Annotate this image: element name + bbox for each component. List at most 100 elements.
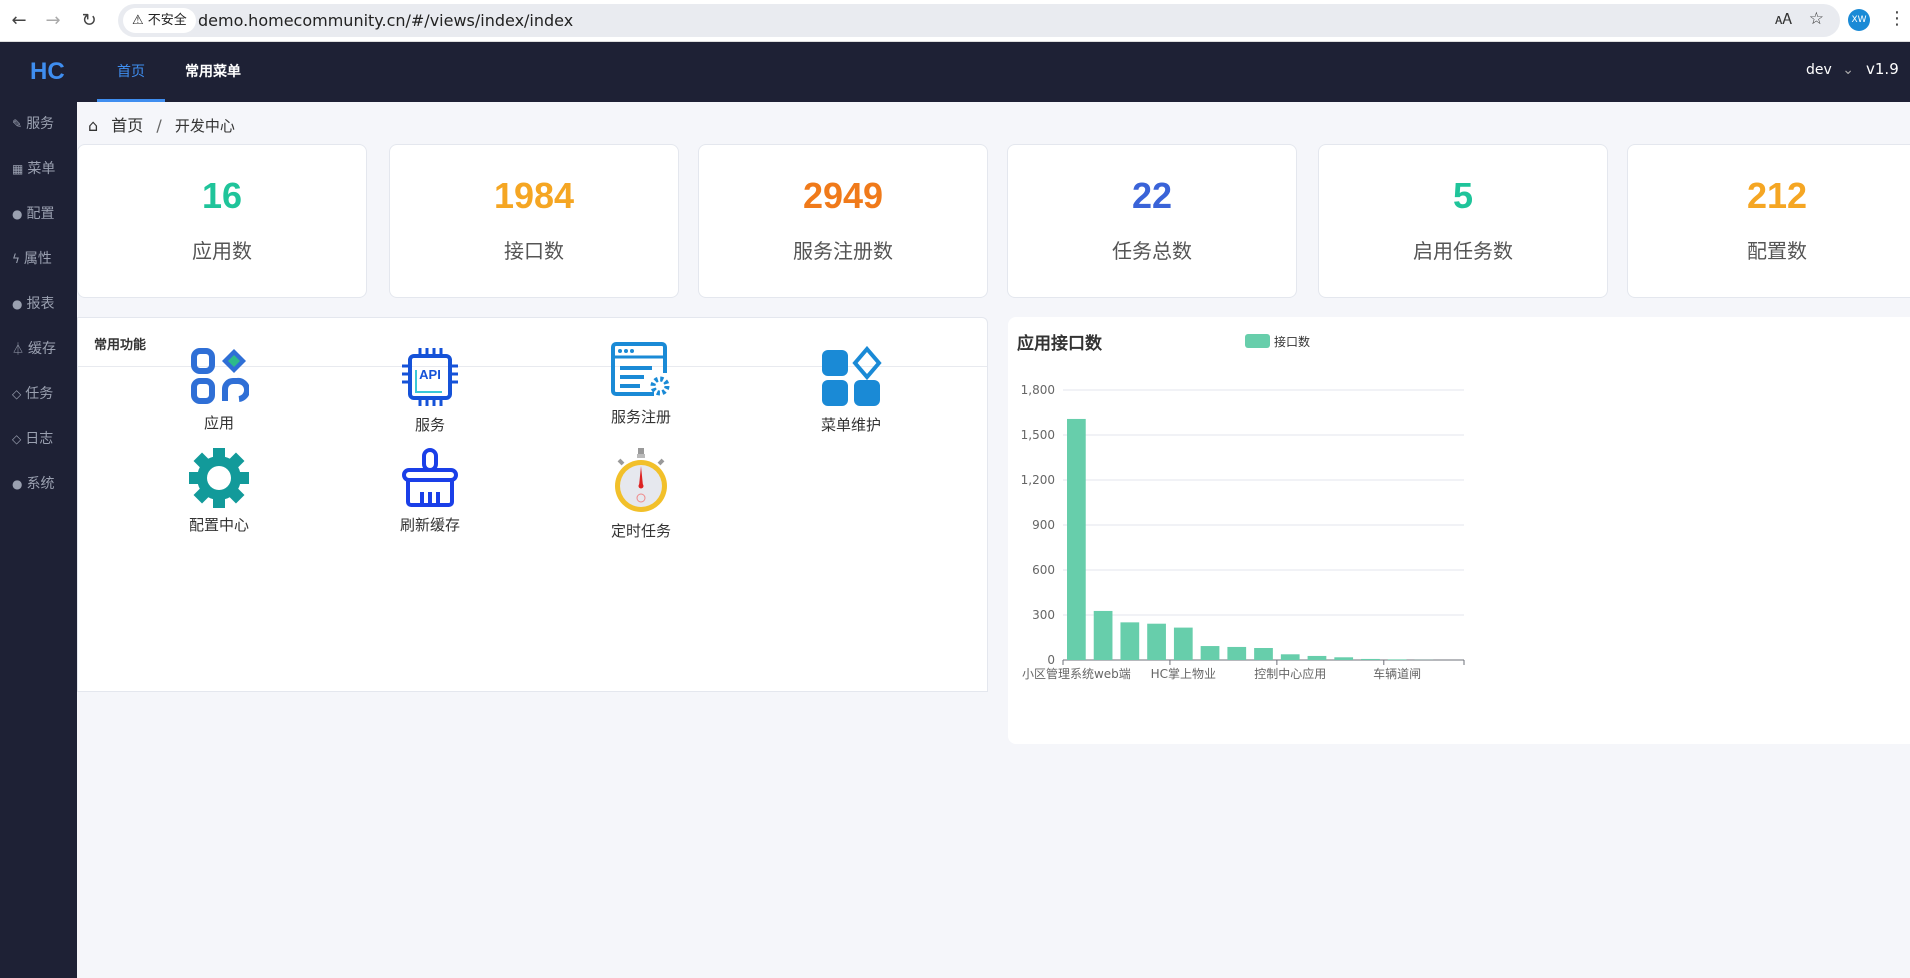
- bar: [1280, 654, 1300, 660]
- service-register-icon: [561, 342, 721, 400]
- apps-icon: [139, 346, 299, 406]
- globe-icon: ●: [12, 297, 23, 311]
- chart-title: 应用接口数: [1017, 333, 1103, 354]
- stat-card[interactable]: 2949 服务注册数: [698, 144, 988, 298]
- sidebar: ✎ 服务 ▦ 菜单 ● 配置 ϟ 属性 ● 报表 ⏃ 缓存 ◇ 任务 ◇ 日志 ● 系统: [0, 102, 77, 978]
- url-text[interactable]: demo.homecommunity.cn/#/views/index/inde…: [198, 11, 574, 30]
- stat-value: 1984: [493, 175, 575, 216]
- stat-card[interactable]: 5 启用任务数: [1318, 144, 1608, 298]
- function-item[interactable]: 服务注册: [561, 342, 721, 427]
- api-chip-icon: API: [350, 346, 510, 408]
- security-chip[interactable]: ⚠ 不安全: [123, 8, 196, 33]
- y-tick-label: 1,800: [1021, 383, 1055, 397]
- stat-value: 22: [1131, 175, 1173, 216]
- bar: [1067, 418, 1086, 660]
- stat-label: 接口数: [504, 239, 564, 263]
- env-dropdown[interactable]: dev ⌄: [1806, 62, 1854, 78]
- stat-value: 5: [1452, 175, 1474, 216]
- stat-label: 启用任务数: [1413, 239, 1513, 263]
- warning-icon: ⚠: [132, 13, 148, 28]
- top-nav: HC 首页 常用菜单 dev ⌄ v1.9: [0, 42, 1910, 102]
- home-icon: ⌂: [88, 116, 99, 135]
- function-label: 配置中心: [188, 516, 249, 534]
- x-tick-label: 车辆道闸: [1373, 666, 1421, 681]
- function-item[interactable]: 菜单维护: [771, 346, 931, 435]
- y-tick-label: 1,500: [1021, 428, 1055, 442]
- stat-value: 212: [1746, 175, 1808, 216]
- divider: [78, 366, 987, 367]
- sidebar-item-5[interactable]: ⏃ 缓存: [12, 341, 57, 357]
- more-icon[interactable]: ⋮: [1888, 8, 1906, 29]
- function-label: 刷新缓存: [399, 516, 460, 534]
- x-tick-label: 控制中心应用: [1254, 666, 1326, 681]
- sidebar-item-8[interactable]: ● 系统: [12, 476, 55, 492]
- browser-toolbar: ← → ↻ ⚠ 不安全 demo.homecommunity.cn/#/view…: [0, 0, 1910, 42]
- function-item[interactable]: API 服务: [350, 346, 510, 435]
- sidebar-item-0[interactable]: ✎ 服务: [12, 116, 55, 132]
- bar: [1307, 655, 1327, 660]
- bar: [1120, 622, 1140, 660]
- translate-icon[interactable]: 🗚: [1775, 10, 1792, 28]
- globe-icon: ●: [12, 207, 23, 221]
- back-icon[interactable]: ←: [11, 10, 27, 31]
- sidebar-item-1[interactable]: ▦ 菜单: [12, 161, 56, 177]
- address-bar[interactable]: ⚠ 不安全 demo.homecommunity.cn/#/views/inde…: [118, 4, 1840, 37]
- function-item[interactable]: 刷新缓存: [350, 448, 510, 535]
- stat-card[interactable]: 1984 接口数: [389, 144, 679, 298]
- sidebar-item-6[interactable]: ◇ 任务: [12, 386, 54, 402]
- forward-icon[interactable]: →: [45, 10, 61, 31]
- stat-card[interactable]: 22 任务总数: [1007, 144, 1297, 298]
- breadcrumb-current: 开发中心: [174, 117, 235, 135]
- bar: [1227, 646, 1247, 660]
- brush-icon: [350, 448, 510, 508]
- avatar[interactable]: XW: [1848, 9, 1870, 31]
- stat-label: 服务注册数: [793, 239, 893, 263]
- star-icon[interactable]: ☆: [1808, 9, 1824, 29]
- sidebar-item-7[interactable]: ◇ 日志: [12, 431, 54, 447]
- stat-card[interactable]: 212 配置数: [1627, 144, 1910, 298]
- breadcrumb-home[interactable]: 首页: [111, 116, 144, 135]
- function-label: 服务注册: [610, 408, 671, 426]
- stat-label: 任务总数: [1112, 239, 1192, 263]
- version-label: v1.9: [1866, 60, 1899, 78]
- stat-label: 配置数: [1747, 239, 1807, 263]
- function-item[interactable]: 配置中心: [139, 448, 299, 535]
- function-label: 应用: [203, 414, 234, 432]
- function-label: 服务: [414, 416, 445, 434]
- function-item[interactable]: 定时任务: [561, 448, 721, 541]
- legend-label: 接口数: [1274, 334, 1310, 349]
- stat-value: 2949: [802, 175, 884, 216]
- common-functions-panel: 常用功能 应用 API 服务 服务注册 菜单维护配置中心 刷新缓存 定时任务: [77, 317, 988, 692]
- bolt-icon: ϟ: [12, 252, 20, 266]
- gear-icon: [139, 448, 299, 508]
- chevron-down-icon: ⌄: [1842, 62, 1854, 78]
- tab-home[interactable]: 首页: [97, 42, 165, 102]
- sidebar-item-2[interactable]: ● 配置: [12, 206, 55, 222]
- stat-card[interactable]: 16 应用数: [77, 144, 367, 298]
- bar: [1173, 627, 1193, 660]
- bar: [1147, 623, 1166, 660]
- stopwatch-icon: [561, 448, 721, 514]
- bar: [1361, 658, 1380, 660]
- y-tick-label: 300: [1032, 608, 1055, 622]
- sidebar-item-4[interactable]: ● 报表: [12, 296, 55, 312]
- panel-title: 常用功能: [94, 338, 147, 353]
- stat-label: 应用数: [192, 239, 252, 263]
- bar: [1093, 610, 1113, 660]
- bar: [1254, 648, 1273, 660]
- breadcrumb: ⌂ 首页 / 开发中心: [88, 116, 235, 135]
- sidebar-item-3[interactable]: ϟ 属性: [12, 251, 52, 267]
- function-item[interactable]: 应用: [139, 346, 299, 433]
- y-tick-label: 1,200: [1021, 473, 1055, 487]
- y-tick-label: 0: [1047, 653, 1055, 667]
- function-label: 菜单维护: [820, 416, 881, 434]
- stat-value: 16: [201, 175, 243, 216]
- bar-chart: 应用接口数 接口数 0 300 600 900 1,200 1,500 1,800 小区管理系统w…: [1017, 333, 1465, 681]
- bar: [1200, 646, 1220, 660]
- chart-panel: 应用接口数 接口数 0 300 600 900 1,200 1,500 1,800 小区管理系统w…: [1008, 317, 1910, 744]
- menu-blocks-icon: [771, 346, 931, 408]
- tab-common-menu[interactable]: 常用菜单: [185, 64, 241, 80]
- reload-icon[interactable]: ↻: [81, 10, 97, 31]
- bar: [1387, 659, 1407, 660]
- flask-icon: ⏃: [12, 342, 25, 356]
